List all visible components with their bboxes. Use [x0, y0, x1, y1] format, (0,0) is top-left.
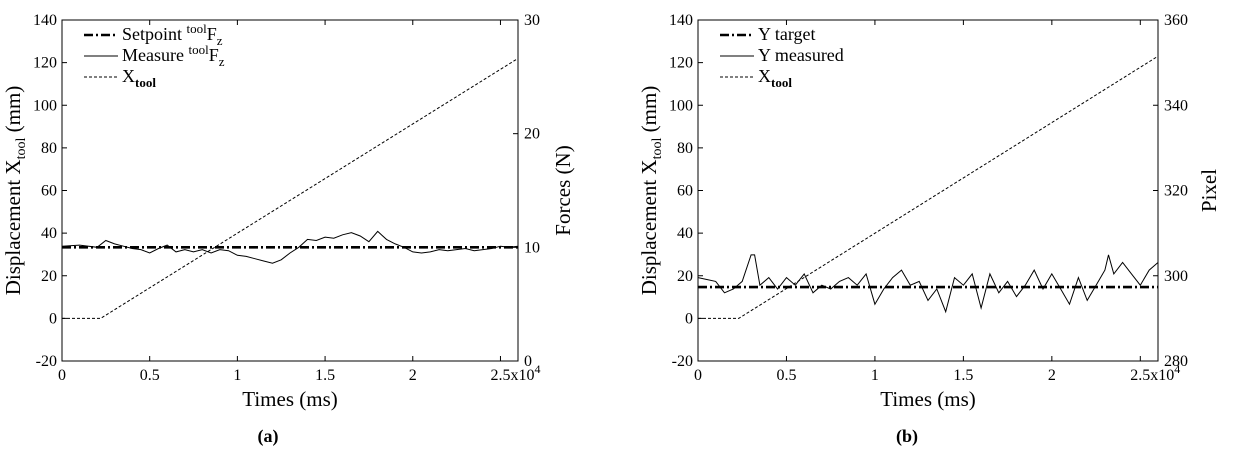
y-right-tick-label: 300	[1164, 268, 1188, 285]
series-line-measure-toolfz	[62, 230, 518, 264]
y-right-tick-label: 20	[524, 126, 540, 143]
y-right-tick-label: 320	[1164, 183, 1188, 200]
series-line-y-measured	[698, 254, 1158, 314]
y-left-tick-label: 100	[33, 97, 57, 114]
y-left-tick-label: -20	[36, 353, 57, 370]
y-left-tick-label: 80	[41, 140, 57, 157]
y-left-axis-label: Displacement Xtool (mm)	[1, 86, 29, 296]
x-tick-label: 1	[871, 367, 879, 384]
x-tick-label: 2	[1048, 367, 1056, 384]
y-left-tick-label: 100	[669, 97, 693, 114]
y-left-tick-label: 60	[41, 183, 57, 200]
y-left-tick-label: 120	[669, 55, 693, 72]
x-tick-label: 0	[58, 367, 66, 384]
y-right-tick-label: 280	[1164, 353, 1188, 370]
y-right-tick-label: 30	[524, 12, 540, 29]
y-left-tick-label: 140	[669, 12, 693, 29]
legend-label: Measure toolFz	[122, 42, 225, 69]
plot-area	[698, 55, 1158, 319]
y-right-tick-label: 360	[1164, 12, 1188, 29]
chart-panel-1: 0 0.5 1 1.5 2 2.5 x104-20020406080100120140010…	[1, 12, 575, 447]
panel-label: (b)	[896, 426, 918, 447]
y-right-tick-label: 0	[524, 353, 532, 370]
y-left-tick-label: 20	[41, 268, 57, 285]
y-left-axis-label: Displacement Xtool (mm)	[637, 86, 665, 296]
y-left-tick-label: 60	[677, 183, 693, 200]
legend-label: Xtool	[758, 66, 792, 90]
legend-label: Y target	[758, 24, 815, 44]
y-right-tick-label: 10	[524, 239, 540, 256]
y-left-tick-label: 40	[41, 225, 57, 242]
y-left-tick-label: 20	[677, 268, 693, 285]
y-left-tick-label: 120	[33, 55, 57, 72]
y-left-tick-label: -20	[672, 353, 693, 370]
legend-label: Setpoint toolFz	[122, 21, 223, 48]
y-left-tick-label: 80	[677, 140, 693, 157]
y-right-axis-label: Pixel	[1197, 169, 1221, 212]
x-tick-label: 1.5	[953, 367, 973, 384]
x-axis-label: Times (ms)	[242, 387, 338, 411]
x-multiplier: x104	[510, 362, 540, 384]
y-left-tick-label: 140	[33, 12, 57, 29]
y-left-tick-label: 40	[677, 225, 693, 242]
plot-area	[62, 57, 518, 319]
x-tick-label: 1	[233, 367, 241, 384]
x-tick-label: 1.5	[315, 367, 335, 384]
x-tick-label: 2.5	[490, 367, 510, 384]
y-right-axis-label: Forces (N)	[551, 145, 575, 235]
y-left-tick-label: 0	[49, 310, 57, 327]
series-line-xtool	[698, 55, 1158, 319]
series-line-xtool	[62, 57, 518, 319]
y-right-tick-label: 340	[1164, 97, 1188, 114]
x-tick-label: 0.5	[140, 367, 160, 384]
y-left-tick-label: 0	[685, 310, 693, 327]
panel-label: (a)	[258, 426, 279, 447]
x-multiplier: x104	[1150, 362, 1180, 384]
x-axis-label: Times (ms)	[880, 387, 976, 411]
legend-label: Xtool	[122, 66, 156, 90]
x-tick-label: 0	[694, 367, 702, 384]
x-tick-label: 2	[409, 367, 417, 384]
legend-label: Y measured	[758, 45, 844, 65]
x-tick-label: 0.5	[776, 367, 796, 384]
x-tick-label: 2.5	[1130, 367, 1150, 384]
chart-panel-2: 0 0.5 1 1.5 2 2.5 x104-20020406080100120140280…	[637, 12, 1221, 447]
